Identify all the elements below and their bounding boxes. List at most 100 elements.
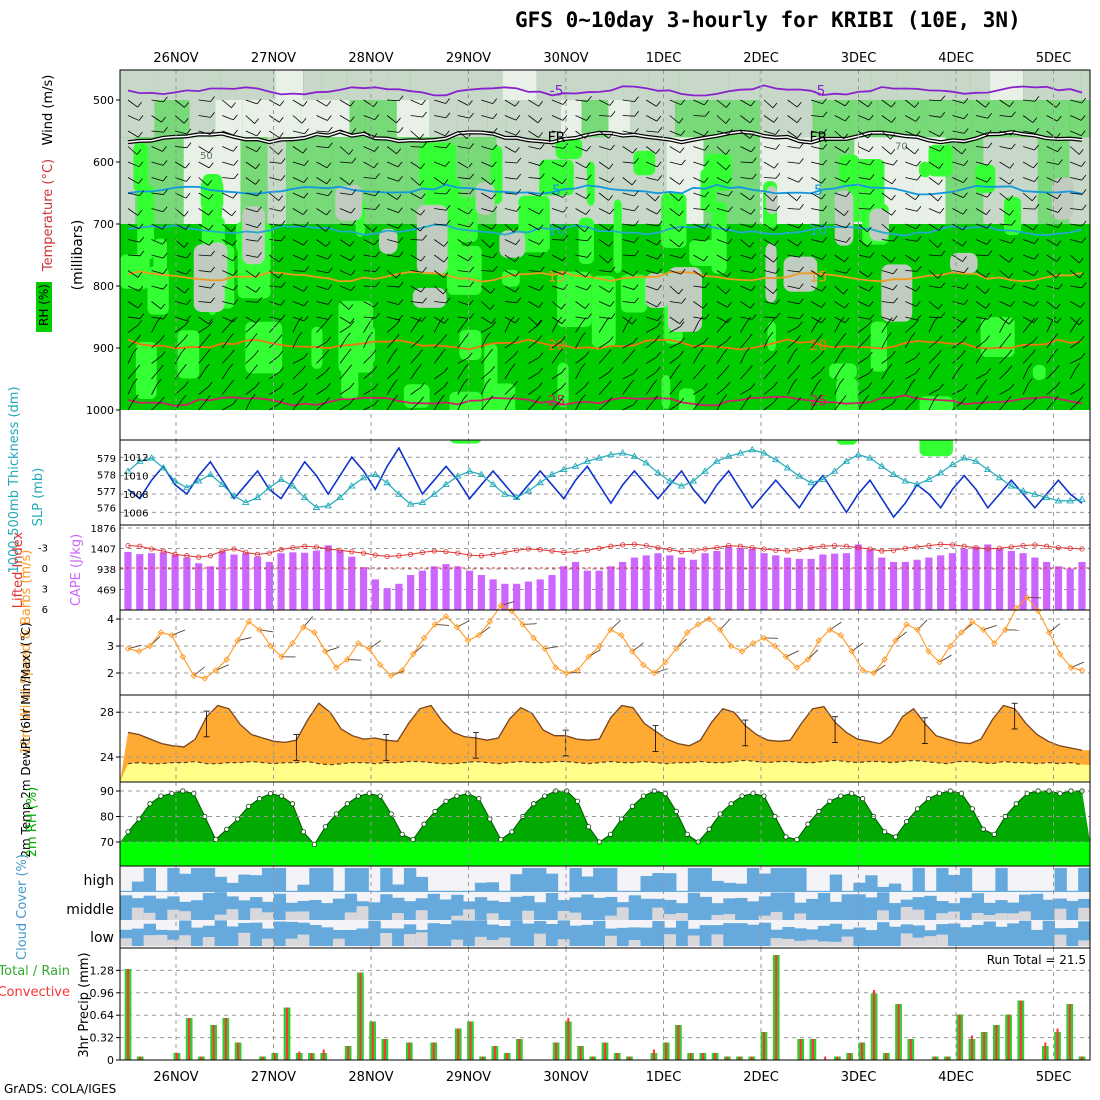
wind-barb xyxy=(1069,270,1080,279)
wind-barb-feather xyxy=(1081,161,1086,167)
wind-barb-feather xyxy=(748,364,753,371)
wind-barb xyxy=(763,369,773,380)
wind-barb-feather xyxy=(914,194,920,200)
wind10m-point xyxy=(124,645,132,652)
wind-barb xyxy=(646,301,658,308)
wind-barb-feather xyxy=(513,226,519,233)
wind-barb-feather xyxy=(958,363,964,370)
wind-barb-feather xyxy=(327,284,333,290)
wind-barb xyxy=(174,192,187,199)
cloud-cover-bar xyxy=(309,900,322,920)
wind-barb-feather xyxy=(491,223,497,230)
wind-barb xyxy=(858,356,869,364)
wind-barb-feather xyxy=(445,98,451,104)
wind-barb-feather xyxy=(939,208,945,214)
cloud-axis-label: Cloud Cover (%) xyxy=(15,854,30,960)
cloud-cover-bar xyxy=(817,925,831,946)
wind-barb xyxy=(174,325,186,333)
cape-bar xyxy=(301,552,309,610)
isotherm-line xyxy=(127,394,1083,407)
wind-barb xyxy=(693,223,705,229)
lifted-index-point xyxy=(313,544,320,550)
wind-barb xyxy=(693,285,706,289)
wind-barb-feather xyxy=(420,163,425,169)
wind-barb xyxy=(363,270,376,272)
rh-patch xyxy=(387,70,411,100)
slp-axis-label: SLP (mb) xyxy=(31,468,46,527)
cloud-cover-bar xyxy=(900,890,914,892)
wind-barb-feather xyxy=(822,111,828,118)
lifted-index-point xyxy=(384,553,390,560)
wind-barb-feather xyxy=(891,101,896,108)
cloud-gap xyxy=(924,936,937,946)
cloud-cover-bar xyxy=(841,890,854,892)
wind-barb xyxy=(410,354,419,364)
wind-barb-feather xyxy=(1056,115,1062,122)
date-label-bottom: 30NOV xyxy=(543,1070,588,1085)
thickness-point xyxy=(665,477,674,484)
precip-conv-bar xyxy=(848,1053,851,1060)
rh2m-point xyxy=(827,798,833,804)
wind-barb xyxy=(198,223,210,231)
cape-bar xyxy=(948,553,957,610)
cape-bar xyxy=(324,545,332,610)
wind-barb-feather xyxy=(1027,362,1033,369)
wind-barb xyxy=(269,192,279,201)
wind-barb xyxy=(575,386,585,395)
cloud-cover-bar xyxy=(214,876,227,892)
wind-barb-feather xyxy=(492,98,498,104)
wind-barb xyxy=(363,192,376,197)
wind-barb xyxy=(622,373,634,380)
wind-barb-feather xyxy=(584,133,590,139)
wind-barb-feather xyxy=(726,335,732,342)
wind-barb xyxy=(387,99,400,102)
rh-patch xyxy=(120,100,155,138)
wind10m-point xyxy=(705,615,713,623)
wind-barb xyxy=(127,316,140,319)
wind-barb-feather xyxy=(351,189,357,196)
wind-barb-feather xyxy=(397,223,403,229)
wind-barb-feather xyxy=(183,242,189,248)
rh2m-point xyxy=(432,808,438,815)
wind-barb-feather xyxy=(257,252,262,258)
cape-bar xyxy=(560,566,568,610)
thickness-point xyxy=(1019,487,1027,494)
wind10m-point xyxy=(793,664,801,671)
wind-barb xyxy=(1070,130,1082,137)
wind-barb-feather xyxy=(795,364,801,371)
wind-barb xyxy=(127,270,139,278)
lifted-index-point xyxy=(125,542,131,549)
wind-barb-feather xyxy=(891,350,896,357)
wind-barb xyxy=(245,270,256,278)
wind-barb-feather xyxy=(609,287,614,293)
wind-barb-feather xyxy=(1007,349,1013,356)
wind-barb xyxy=(622,254,635,257)
wind-barb xyxy=(740,223,753,228)
wind-barb xyxy=(316,301,329,305)
wind-barb-feather xyxy=(420,193,426,200)
cloud-cover-bar xyxy=(758,896,772,920)
cloud-gap xyxy=(652,907,665,920)
wind-barb-feather xyxy=(469,188,475,195)
wind-barb xyxy=(999,321,1006,333)
wind-barb xyxy=(928,223,940,231)
y-tick-label: 1.28 xyxy=(90,964,115,977)
wind-barb xyxy=(763,336,770,349)
wind-barb xyxy=(292,321,299,333)
wind-barb xyxy=(1046,270,1057,279)
wind-barb xyxy=(410,99,422,106)
wind-barb-feather xyxy=(910,332,916,338)
wind-barb-feather xyxy=(1033,317,1039,323)
wind-barb xyxy=(905,99,916,108)
rh-patch xyxy=(396,100,430,138)
lifted-index-point xyxy=(1067,545,1073,551)
wind-barb xyxy=(575,146,587,152)
wind-barb-feather xyxy=(375,204,380,210)
wind-barb xyxy=(269,115,280,123)
wind-barb xyxy=(740,338,749,349)
wind-barb-feather xyxy=(799,158,804,164)
wind-barb xyxy=(1046,99,1057,108)
wind-barb xyxy=(551,400,561,411)
wind-barb-feather xyxy=(186,128,192,135)
wind-barb xyxy=(928,130,940,137)
